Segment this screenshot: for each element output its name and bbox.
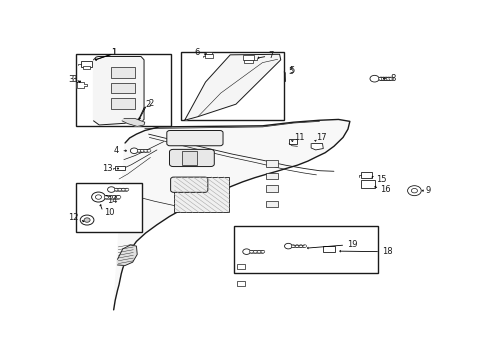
Circle shape	[285, 243, 292, 249]
Circle shape	[84, 218, 90, 222]
Circle shape	[147, 149, 151, 152]
Circle shape	[80, 215, 94, 225]
Circle shape	[381, 77, 386, 80]
Bar	[205, 54, 213, 58]
Bar	[245, 60, 253, 63]
Text: 12: 12	[68, 213, 79, 222]
Circle shape	[137, 149, 141, 152]
Bar	[111, 82, 135, 93]
Text: 18: 18	[382, 247, 393, 256]
Bar	[181, 51, 284, 120]
FancyBboxPatch shape	[170, 149, 214, 167]
Circle shape	[116, 195, 121, 199]
Text: 13: 13	[102, 164, 113, 173]
Bar	[266, 173, 278, 179]
Bar	[82, 67, 90, 69]
Bar	[75, 54, 171, 126]
Circle shape	[130, 148, 138, 153]
Circle shape	[118, 188, 122, 191]
Circle shape	[96, 195, 101, 199]
Text: 14: 14	[107, 196, 117, 205]
Circle shape	[92, 192, 105, 202]
Polygon shape	[77, 82, 87, 88]
Text: 1: 1	[111, 48, 116, 57]
Circle shape	[104, 195, 109, 199]
Bar	[81, 61, 92, 67]
Bar	[266, 185, 278, 192]
Polygon shape	[185, 54, 281, 120]
Text: 10: 10	[104, 208, 114, 217]
Text: 9: 9	[425, 186, 430, 195]
Bar	[266, 201, 278, 207]
Bar	[266, 161, 278, 167]
Bar	[111, 67, 135, 78]
Text: 7: 7	[269, 51, 274, 60]
Circle shape	[144, 149, 147, 152]
Bar	[243, 55, 254, 60]
Circle shape	[370, 75, 379, 82]
Text: 15: 15	[376, 175, 386, 184]
Circle shape	[389, 77, 393, 80]
Circle shape	[379, 77, 383, 80]
Circle shape	[141, 149, 144, 152]
Circle shape	[114, 188, 118, 191]
Circle shape	[408, 186, 421, 195]
Text: 16: 16	[380, 185, 391, 194]
Bar	[75, 183, 142, 232]
Polygon shape	[114, 120, 350, 310]
Circle shape	[257, 250, 261, 253]
Text: 8: 8	[391, 74, 396, 83]
Bar	[206, 52, 212, 54]
Polygon shape	[118, 245, 137, 266]
Text: 19: 19	[347, 240, 357, 249]
Polygon shape	[311, 144, 323, 150]
Text: 1: 1	[111, 48, 116, 57]
Bar	[234, 226, 378, 273]
Bar	[182, 151, 197, 165]
Text: 3: 3	[69, 75, 74, 84]
Circle shape	[292, 245, 295, 247]
Circle shape	[253, 250, 257, 253]
Bar	[323, 246, 336, 252]
Circle shape	[125, 188, 129, 191]
Polygon shape	[94, 57, 144, 125]
Bar	[361, 180, 374, 188]
FancyBboxPatch shape	[171, 177, 208, 192]
Circle shape	[249, 250, 253, 253]
Circle shape	[387, 77, 391, 80]
Bar	[237, 281, 245, 286]
Bar	[237, 264, 245, 269]
Text: 2: 2	[145, 100, 150, 109]
FancyBboxPatch shape	[167, 131, 223, 146]
Circle shape	[108, 187, 115, 192]
Circle shape	[412, 188, 417, 193]
Bar	[289, 139, 297, 144]
Circle shape	[261, 250, 265, 253]
Circle shape	[295, 245, 299, 247]
Bar	[115, 166, 124, 170]
Text: 5: 5	[288, 67, 293, 76]
Text: 2: 2	[148, 99, 154, 108]
Bar	[361, 172, 372, 177]
Circle shape	[108, 195, 113, 199]
Bar	[174, 177, 229, 212]
Text: 17: 17	[316, 133, 326, 142]
Circle shape	[299, 245, 303, 247]
Text: 3: 3	[71, 75, 76, 84]
Circle shape	[112, 195, 117, 199]
Text: 5: 5	[289, 66, 294, 75]
Text: 4: 4	[114, 146, 119, 155]
Polygon shape	[122, 118, 145, 126]
Text: 11: 11	[294, 133, 304, 142]
Circle shape	[122, 188, 125, 191]
Circle shape	[243, 249, 250, 255]
Bar	[111, 98, 135, 109]
Text: 6: 6	[195, 48, 200, 57]
Circle shape	[384, 77, 389, 80]
Circle shape	[303, 245, 307, 247]
